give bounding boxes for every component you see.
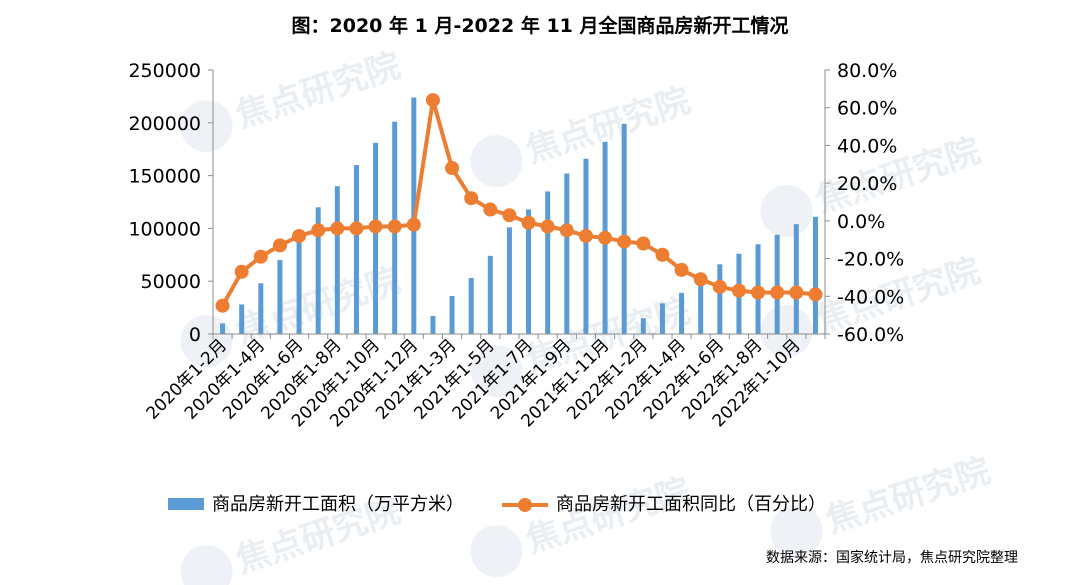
y-right-tick-label: -60.0% xyxy=(837,324,904,346)
yoy-point-2020年1-8月 xyxy=(330,221,345,236)
legend-bar-swatch xyxy=(168,498,204,510)
bar-2022年1-9月 xyxy=(774,234,780,334)
yoy-point-2022年1-9月 xyxy=(770,285,785,300)
bar-2020年1-7月 xyxy=(315,207,321,334)
line-series xyxy=(215,93,823,313)
bar-2021年1-8月 xyxy=(545,191,551,334)
y-left-tick-label: 0 xyxy=(189,324,201,346)
chart-title: 图：2020 年 1 月-2022 年 11 月全国商品房新开工情况 xyxy=(292,14,789,37)
yoy-point-2022年1-6月 xyxy=(712,279,727,294)
yoy-point-2021年1-12月 xyxy=(617,234,632,249)
yoy-point-2020年1-11月 xyxy=(387,219,402,234)
yoy-point-2022年1-10月 xyxy=(789,285,804,300)
bar-2020年1-3月 xyxy=(239,304,245,334)
bar-2021年1-5月 xyxy=(487,255,493,334)
bar-2021年1-6月 xyxy=(506,227,512,334)
yoy-point-2020年1-5月 xyxy=(272,238,287,253)
y-right-tick-label: 60.0% xyxy=(837,98,897,120)
yoy-point-2021年1-9月 xyxy=(559,223,574,238)
y-left-tick-label: 50000 xyxy=(141,271,201,293)
bar-2021年1-12月 xyxy=(621,123,627,334)
bar-2021年1-7月 xyxy=(526,209,532,334)
watermark-text: 焦点研究院 xyxy=(231,46,405,137)
yoy-point-2021年1-5月 xyxy=(483,202,498,217)
y-left-tick-label: 150000 xyxy=(128,166,201,188)
bar-2021年1-10月 xyxy=(583,158,589,334)
watermark-logo-icon xyxy=(760,185,813,238)
watermark-logo-icon xyxy=(180,545,233,585)
y-right-tick-label: -20.0% xyxy=(837,249,904,271)
bar-2020年1-6月 xyxy=(296,231,302,334)
watermark-logo-icon xyxy=(180,100,233,153)
bar-2022年1-6月 xyxy=(717,264,723,334)
legend-line-marker xyxy=(518,498,532,512)
bar-2022年1-11月 xyxy=(812,216,818,334)
yoy-point-2022年1-11月 xyxy=(808,287,823,302)
legend-line-label: 商品房新开工面积同比（百分比） xyxy=(556,494,826,515)
bar-2020年1-9月 xyxy=(353,165,359,334)
bar-2020年1-4月 xyxy=(258,283,264,334)
watermark-logo-icon xyxy=(770,505,823,558)
watermark-logo-icon xyxy=(180,315,233,368)
yoy-point-2021年1-6月 xyxy=(502,208,517,223)
bar-2021年1-9月 xyxy=(564,173,570,334)
bar-2020年1-10月 xyxy=(373,142,379,334)
yoy-point-2022年1-3月 xyxy=(655,247,670,262)
source-note: 数据来源：国家统计局，焦点研究院整理 xyxy=(766,549,1018,566)
y-right-tick-label: 40.0% xyxy=(837,135,897,157)
bar-2022年1-4月 xyxy=(679,292,685,334)
yoy-point-2020年1-4月 xyxy=(253,249,268,264)
bar-2020年1-8月 xyxy=(334,186,340,334)
watermark-text: 焦点研究院 xyxy=(521,81,695,172)
watermark-7: 焦点研究院 xyxy=(470,471,695,578)
yoy-point-2020年1-10月 xyxy=(368,219,383,234)
watermark-text: 焦点研究院 xyxy=(521,471,695,562)
bar-2020年1-2月 xyxy=(220,323,226,334)
watermark-logo-icon xyxy=(470,525,523,578)
bar-2022年1-2月 xyxy=(640,318,646,334)
yoy-point-2022年1-5月 xyxy=(693,272,708,287)
yoy-point-2020年1-2月 xyxy=(215,298,230,313)
y-left-tick-label: 250000 xyxy=(128,60,201,82)
yoy-point-2020年1-6月 xyxy=(292,228,307,243)
bar-2022年1-10月 xyxy=(793,224,799,334)
bar-2020年1-5月 xyxy=(277,260,283,334)
yoy-point-2021年1-3月 xyxy=(445,161,460,176)
legend-bar-label: 商品房新开工面积（万平方米） xyxy=(212,494,464,515)
bar-2021年1-2月 xyxy=(430,316,436,334)
y-right-tick-label: -40.0% xyxy=(837,286,904,308)
yoy-point-2020年1-7月 xyxy=(311,223,326,238)
yoy-point-2020年1-12月 xyxy=(406,217,421,232)
legend: 商品房新开工面积（万平方米） 商品房新开工面积同比（百分比） xyxy=(168,494,826,515)
y-left-tick-label: 200000 xyxy=(128,113,201,135)
y-left-tick-label: 100000 xyxy=(128,218,201,240)
yoy-point-2020年1-3月 xyxy=(234,264,249,279)
watermark-logo-icon xyxy=(760,305,813,358)
yoy-point-2021年1-8月 xyxy=(540,219,555,234)
bar-2021年1-4月 xyxy=(468,278,474,334)
bar-2021年1-3月 xyxy=(449,295,455,334)
yoy-point-2021年1-7月 xyxy=(521,215,536,230)
y-right-tick-label: 80.0% xyxy=(837,60,897,82)
y-right-tick-label: 20.0% xyxy=(837,173,897,195)
yoy-point-2022年1-7月 xyxy=(731,283,746,298)
yoy-point-2021年1-4月 xyxy=(464,191,479,206)
watermark-1: 焦点研究院 xyxy=(470,81,695,188)
yoy-point-2020年1-9月 xyxy=(349,221,364,236)
yoy-line xyxy=(220,98,816,307)
yoy-point-2022年1-2月 xyxy=(636,236,651,251)
watermark-logo-icon xyxy=(470,345,523,398)
watermark-logo-icon xyxy=(470,135,523,188)
bar-2022年1-3月 xyxy=(659,303,665,334)
yoy-point-2022年1-4月 xyxy=(674,262,689,277)
yoy-point-2021年1-2月 xyxy=(425,93,440,108)
watermark-0: 焦点研究院 xyxy=(180,46,405,153)
watermark-text: 焦点研究院 xyxy=(821,451,995,542)
yoy-point-2021年1-10月 xyxy=(578,228,593,243)
y-right-tick-label: 0.0% xyxy=(837,211,885,233)
yoy-point-2022年1-8月 xyxy=(751,285,766,300)
yoy-point-2021年1-11月 xyxy=(598,230,613,245)
bar-2022年1-5月 xyxy=(698,279,704,334)
